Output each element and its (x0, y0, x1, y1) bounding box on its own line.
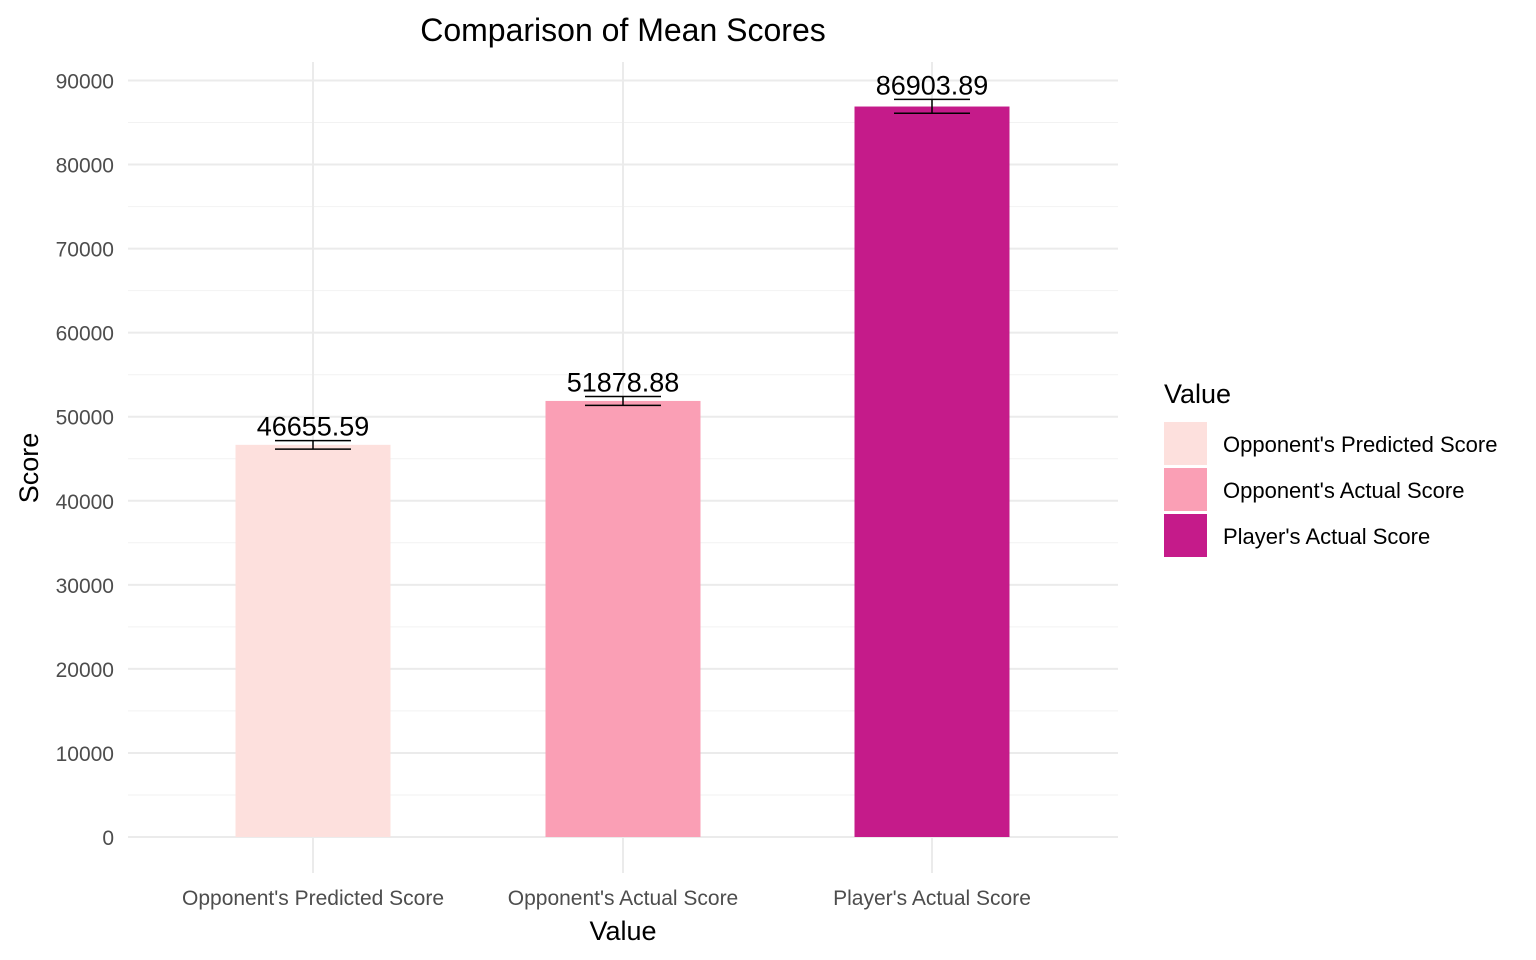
legend-label: Opponent's Predicted Score (1223, 432, 1497, 457)
y-axis-title: Score (14, 433, 44, 504)
legend-entries: Opponent's Predicted Score Opponent's Act… (1164, 422, 1497, 557)
data-labels: 46655.59 51878.88 86903.89 (257, 70, 989, 441)
x-axis-title: Value (589, 916, 656, 946)
legend-label: Opponent's Actual Score (1223, 478, 1464, 503)
bars (235, 106, 1010, 837)
legend: Value Opponent's Predicted ScoreOpponent… (1164, 379, 1497, 557)
legend-entry: Opponent's Predicted Score (1164, 422, 1497, 465)
x-tick-label: Opponent's Actual Score (508, 887, 739, 910)
error-bar (275, 439, 351, 450)
legend-entry: Opponent's Actual Score (1164, 468, 1464, 511)
y-tick-label: 10000 (56, 743, 114, 766)
x-tick-label: Player's Actual Score (833, 887, 1031, 910)
y-tick-label: 50000 (56, 407, 114, 430)
y-tick-label: 80000 (56, 155, 114, 178)
legend-label: Player's Actual Score (1223, 524, 1430, 549)
data-label: 46655.59 (257, 412, 370, 442)
data-label: 51878.88 (567, 368, 680, 398)
error-bar (585, 395, 661, 407)
bar (235, 444, 391, 837)
bar (545, 400, 701, 837)
y-axis-ticks: 0 10000 20000 30000 40000 50000 60000 70000 8000… (56, 71, 114, 851)
y-tick-label: 0 (102, 827, 114, 850)
y-tick-label: 40000 (56, 491, 114, 514)
legend-swatch (1164, 468, 1207, 511)
legend-swatch (1164, 514, 1207, 557)
bar (854, 106, 1010, 837)
data-label: 86903.89 (876, 70, 989, 100)
x-tick-label: Opponent's Predicted Score (182, 887, 444, 910)
x-axis-ticks: Opponent's Predicted Score Opponent's Act… (182, 887, 1031, 910)
error-bars (275, 98, 970, 450)
legend-swatch (1164, 422, 1207, 465)
chart-title: Comparison of Mean Scores (420, 12, 826, 48)
y-tick-label: 70000 (56, 239, 114, 262)
legend-title: Value (1164, 379, 1231, 409)
error-bar (894, 98, 970, 115)
y-tick-label: 30000 (56, 575, 114, 598)
y-tick-label: 90000 (56, 71, 114, 94)
y-tick-label: 20000 (56, 659, 114, 682)
legend-entry: Player's Actual Score (1164, 514, 1430, 557)
y-tick-label: 60000 (56, 323, 114, 346)
